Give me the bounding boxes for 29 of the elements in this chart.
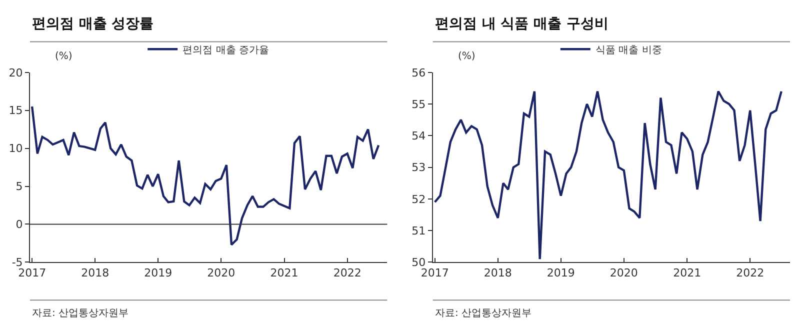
y-tick-label: 10 bbox=[8, 142, 23, 156]
y-axis-title: (%) bbox=[55, 51, 72, 62]
y-axis-title: (%) bbox=[458, 51, 476, 62]
y-tick-label: 15 bbox=[8, 104, 23, 118]
y-tick-label: 5 bbox=[16, 180, 23, 194]
x-tick-label: 2021 bbox=[673, 266, 702, 280]
y-tick-label: 52 bbox=[412, 192, 426, 206]
x-tick-label: 2022 bbox=[333, 266, 362, 280]
y-tick-label: 54 bbox=[412, 130, 426, 143]
legend-label: 편의점 매출 증가율 bbox=[182, 45, 269, 56]
x-tick-label: 2018 bbox=[484, 266, 512, 280]
text: 자료: 산업통상자원부 bbox=[32, 308, 129, 319]
y-tick-label: 53 bbox=[412, 161, 426, 174]
x-tick-label: 2019 bbox=[144, 266, 172, 280]
x-tick-label: 2021 bbox=[270, 266, 298, 280]
y-tick-label: 51 bbox=[412, 224, 426, 238]
chart-title: 편의점 내 식품 매출 구성비 bbox=[435, 16, 608, 32]
text: 자료: 산업통상자원부 bbox=[435, 308, 532, 319]
y-tick-label: 55 bbox=[412, 98, 426, 111]
y-tick-label: 56 bbox=[412, 66, 426, 80]
x-tick-label: 2022 bbox=[736, 266, 764, 280]
x-tick-label: 2019 bbox=[546, 266, 575, 280]
x-tick-label: 2020 bbox=[207, 266, 236, 280]
x-tick-label: 2020 bbox=[610, 266, 638, 280]
legend-label: 식품 매출 비중 bbox=[595, 45, 662, 56]
y-tick-label: 20 bbox=[8, 66, 23, 80]
x-tick-label: 2018 bbox=[81, 266, 110, 280]
y-tick-label: 0 bbox=[16, 218, 23, 232]
chart-title: 편의점 매출 성장률 bbox=[32, 16, 154, 32]
